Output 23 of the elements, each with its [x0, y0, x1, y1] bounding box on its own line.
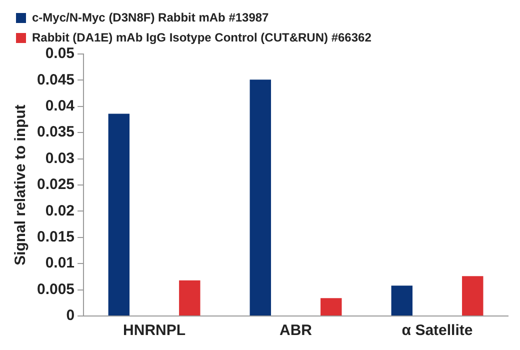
- y-tick-label: 0.01: [45, 254, 75, 272]
- legend-label: c-Myc/N-Myc (D3N8F) Rabbit mAb #13987: [32, 10, 270, 24]
- x-tick-label: HNRNPL: [123, 322, 186, 340]
- y-tick-label: 0.025: [36, 176, 75, 194]
- legend-label: Rabbit (DA1E) mAb IgG Isotype Control (CUT&RUN) #66362: [32, 30, 372, 44]
- y-tick-label: 0: [66, 307, 75, 324]
- x-tick-label: ABR: [280, 322, 312, 340]
- y-tick-label: 0.03: [45, 150, 75, 167]
- y-tick-label: 0.015: [36, 228, 75, 246]
- y-tick-label: 0.045: [36, 71, 75, 88]
- bar: [179, 280, 200, 316]
- x-tick-label: α Satellite: [402, 322, 473, 340]
- y-tick-label: 0.04: [45, 98, 76, 115]
- bar: [108, 114, 130, 316]
- y-tick-label: 0.035: [36, 124, 75, 141]
- y-tick-label: 0.05: [45, 45, 75, 62]
- bar: [391, 286, 412, 316]
- y-tick-label: 0.005: [36, 280, 75, 298]
- y-tick-label: 0.02: [45, 202, 75, 220]
- bar: [250, 80, 272, 316]
- y-axis-title: Signal relative to input: [12, 104, 30, 266]
- bar: [320, 298, 342, 316]
- bar: [462, 276, 484, 316]
